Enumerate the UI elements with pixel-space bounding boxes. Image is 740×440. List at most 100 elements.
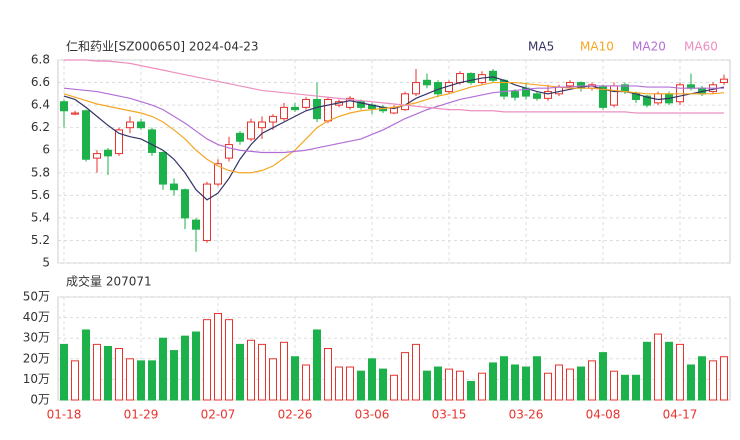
- candle-body: [489, 70, 497, 81]
- volume-bar: [665, 341, 673, 401]
- candle-body: [181, 189, 189, 219]
- volume-bar: [489, 362, 497, 401]
- x-tick-label: 01-18: [47, 408, 82, 422]
- candle-body: [115, 129, 123, 155]
- x-tick-label: 03-26: [509, 408, 544, 422]
- volume-bar: [522, 366, 530, 401]
- volume-bar: [511, 364, 519, 401]
- volume-bar: [181, 335, 189, 401]
- candle-body: [324, 98, 332, 122]
- ma-line: [63, 85, 724, 154]
- candle-body: [291, 106, 299, 111]
- volume-bar: [126, 358, 134, 401]
- volume-bar: [214, 312, 222, 401]
- volume-bar: [247, 339, 255, 401]
- legend-label: MA10: [580, 40, 614, 54]
- legend-label: MA20: [632, 40, 666, 54]
- y-tick-label: 6.6: [31, 75, 50, 89]
- volume-bar: [137, 360, 145, 401]
- candle-body: [247, 121, 255, 140]
- x-tick-label: 03-15: [432, 408, 467, 422]
- volume-bar: [324, 348, 332, 401]
- volume-bar: [379, 368, 387, 401]
- volume-bar: [346, 366, 354, 401]
- volume-bar: [71, 360, 79, 401]
- y-tick-label: 5: [42, 256, 50, 270]
- ma-line: [64, 59, 724, 114]
- y-tick-label: 6: [42, 143, 50, 157]
- y-tick-label: 5.2: [31, 233, 50, 247]
- candle-body: [555, 86, 563, 95]
- candle-body: [236, 132, 244, 142]
- candle-body: [126, 121, 134, 129]
- volume-bar: [390, 374, 398, 401]
- candle-body: [720, 78, 728, 84]
- candle-body: [258, 121, 266, 129]
- candle-body: [203, 183, 211, 241]
- chart-title: 仁和药业[SZ000650] 2024-04-23: [66, 40, 259, 54]
- volume-bar: [709, 360, 717, 401]
- volume-bar: [632, 374, 640, 401]
- volume-bar: [203, 319, 211, 401]
- ma-line: [63, 76, 725, 201]
- x-tick-label: 03-06: [355, 408, 390, 422]
- volume-bar: [555, 364, 563, 401]
- candle-body: [357, 101, 365, 108]
- volume-bar: [676, 343, 684, 401]
- volume-bar: [478, 372, 486, 401]
- candle-body: [544, 91, 552, 99]
- volume-bar: [115, 348, 123, 401]
- volume-bar: [621, 374, 629, 401]
- y-tick-label: 40万: [23, 310, 50, 324]
- volume-bar: [467, 380, 475, 401]
- volume-bar: [269, 358, 277, 401]
- y-tick-label: 20万: [23, 351, 50, 365]
- candle-body: [610, 85, 618, 106]
- volume-bar: [93, 343, 101, 401]
- volume-bar: [258, 343, 266, 401]
- candle-body: [148, 129, 156, 153]
- y-tick-label: 10万: [23, 372, 50, 386]
- price-frame: [57, 59, 731, 264]
- volume-bar: [566, 368, 574, 401]
- volume-bar: [687, 364, 695, 401]
- volume-bar: [104, 345, 112, 401]
- x-tick-label: 02-26: [278, 408, 313, 422]
- volume-bar: [280, 341, 288, 401]
- volume-bar: [170, 350, 178, 401]
- candle-body: [643, 95, 651, 106]
- candle-body: [533, 93, 541, 99]
- volume-bar: [610, 370, 618, 401]
- volume-bar: [544, 372, 552, 401]
- volume-bar: [588, 360, 596, 401]
- volume-bar: [401, 352, 409, 401]
- candle-body: [654, 93, 662, 104]
- candle-body: [214, 163, 222, 185]
- volume-bar: [720, 356, 728, 401]
- candle-body: [280, 106, 288, 120]
- candle-body: [192, 219, 200, 230]
- candle-body: [71, 112, 79, 115]
- volume-bar: [445, 368, 453, 401]
- volume-bar: [577, 366, 585, 401]
- y-tick-label: 50万: [23, 290, 50, 304]
- legend-label: MA5: [528, 40, 554, 54]
- volume-bar: [500, 356, 508, 401]
- volume-bar: [148, 360, 156, 401]
- volume-bar: [533, 356, 541, 401]
- candle-body: [93, 153, 101, 159]
- candle-body: [313, 98, 321, 120]
- volume-bar: [236, 343, 244, 401]
- candle-body: [159, 151, 167, 185]
- candle-body: [60, 101, 68, 112]
- volume-bar: [335, 366, 343, 401]
- volume-bar: [643, 341, 651, 401]
- x-tick-label: 04-08: [586, 408, 621, 422]
- volume-bar: [434, 366, 442, 401]
- volume-bar: [291, 356, 299, 401]
- volume-bar: [368, 358, 376, 401]
- candle-body: [599, 86, 607, 108]
- y-tick-label: 30万: [23, 331, 50, 345]
- candle-body: [346, 97, 354, 108]
